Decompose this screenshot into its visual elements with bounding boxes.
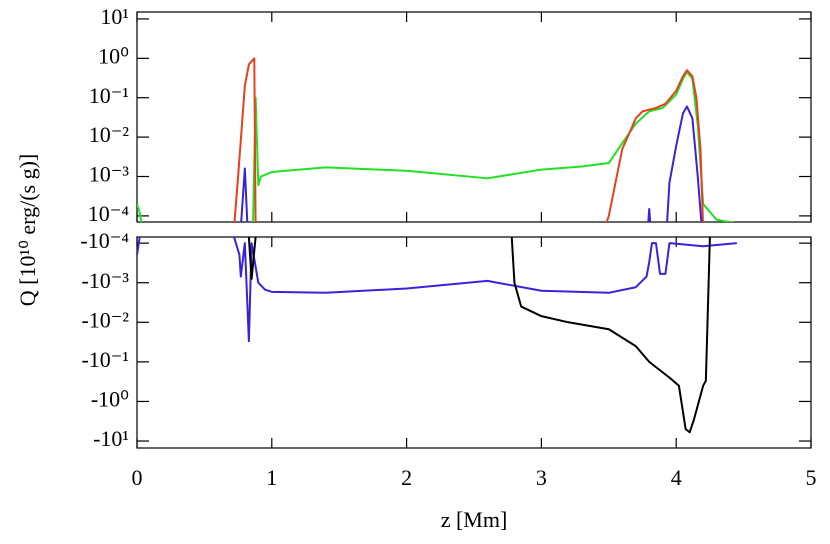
data-line: [240, 105, 703, 222]
y-tick-label: -10⁻²: [81, 307, 129, 332]
y-axis-label: Q [10¹⁰ erg/(s g)]: [15, 154, 40, 306]
x-tick-label: 1: [266, 465, 277, 490]
plot-area: [137, 57, 735, 222]
y-tick-label: -10⁰: [91, 386, 129, 411]
y-tick-label: -10¹: [93, 426, 129, 451]
x-tick-label: 4: [671, 465, 682, 490]
plot-area: [137, 237, 737, 434]
x-axis-label: z [Mm]: [441, 507, 508, 532]
x-tick-label: 3: [536, 465, 547, 490]
y-tick-label: -10⁻¹: [81, 347, 129, 372]
y-tick-label: 10⁻⁴: [88, 201, 130, 226]
y-tick-label: 10⁰: [98, 43, 129, 68]
x-tick-label: 2: [401, 465, 412, 490]
y-tick-label: 10⁻³: [89, 162, 130, 187]
plot-frame: [136, 236, 812, 449]
plot-frame: [136, 11, 812, 223]
x-tick-label: 5: [806, 465, 817, 490]
data-line: [137, 237, 737, 343]
data-line: [233, 57, 704, 222]
y-tick-label: -10⁻³: [81, 268, 129, 293]
y-tick-label: 10⁻¹: [89, 83, 129, 108]
y-tick-label: -10⁻⁴: [80, 228, 129, 253]
data-line: [137, 70, 735, 222]
x-tick-label: 0: [132, 465, 143, 490]
y-tick-label: 10⁻²: [89, 122, 130, 147]
data-line: [247, 237, 711, 434]
y-tick-label: 10¹: [100, 4, 129, 29]
